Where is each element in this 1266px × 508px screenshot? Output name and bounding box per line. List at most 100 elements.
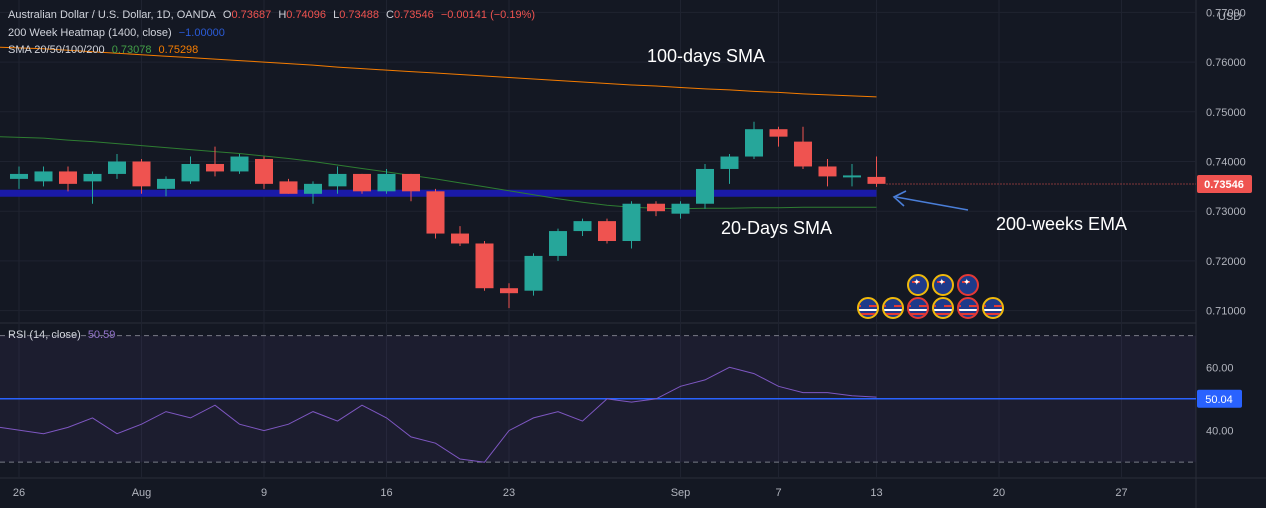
candle[interactable]	[206, 146, 224, 177]
candle-body	[59, 171, 77, 184]
time-axis-tick: 23	[503, 487, 515, 499]
sma-100-line[interactable]	[0, 46, 877, 98]
candle-body	[524, 255, 543, 291]
rsi-mid-label-bg	[1197, 389, 1242, 408]
candle[interactable]	[328, 166, 347, 194]
candle-body	[181, 163, 200, 182]
au-flag-icon[interactable]: ✦	[907, 274, 929, 296]
candle[interactable]	[402, 173, 420, 202]
ohlc-low: L0.73488	[333, 9, 379, 21]
candle[interactable]	[696, 163, 714, 209]
candle[interactable]	[671, 201, 690, 219]
candle-body	[132, 161, 151, 187]
candle-body	[34, 171, 53, 182]
time-axis-tick: 20	[993, 487, 1005, 499]
time-axis-tick: Aug	[132, 487, 152, 499]
candle[interactable]	[181, 156, 200, 184]
candle[interactable]	[83, 171, 102, 204]
candle[interactable]	[10, 166, 28, 189]
candle[interactable]	[524, 253, 543, 296]
candle-body	[573, 221, 592, 232]
candle-body	[426, 191, 445, 234]
us-flag-icon[interactable]	[882, 297, 904, 319]
candle[interactable]	[549, 228, 567, 261]
last-price-label[interactable]: 0.73546	[1204, 179, 1244, 191]
candle[interactable]	[451, 226, 469, 246]
candle-body	[475, 243, 494, 289]
candle-body	[745, 129, 763, 157]
us-flag-icon[interactable]	[957, 297, 979, 319]
candle-body	[328, 173, 347, 187]
price-axis-tick: 0.71000	[1206, 306, 1246, 318]
price-axis-tick: 0.76000	[1206, 57, 1246, 69]
candle-body	[867, 176, 886, 184]
heatmap-label: 200 Week Heatmap (1400, close)	[8, 27, 172, 39]
candle[interactable]	[59, 166, 77, 192]
currency-label[interactable]: USD	[1218, 11, 1242, 23]
rsi-label: RSI (14, close)	[8, 329, 81, 341]
annotation-sma100: 100-days SMA	[647, 46, 766, 66]
candle[interactable]	[573, 218, 592, 237]
candle[interactable]	[230, 154, 249, 174]
candle-body	[206, 163, 224, 172]
candle-body	[598, 221, 616, 242]
candle[interactable]	[843, 163, 861, 187]
rsi-line[interactable]	[0, 366, 877, 463]
sma-value-100: 0.75298	[158, 44, 199, 56]
candle-body	[671, 203, 690, 214]
candle-body	[108, 161, 126, 174]
annotation-ema200: 200-weeks EMA	[996, 214, 1128, 234]
candle[interactable]	[745, 121, 763, 160]
candle-body	[377, 173, 396, 192]
us-flag-icon[interactable]	[982, 297, 1004, 319]
candle[interactable]	[720, 154, 739, 184]
candle[interactable]	[500, 283, 518, 309]
candle-body	[500, 288, 518, 294]
candle[interactable]	[867, 156, 886, 187]
candle[interactable]	[157, 176, 175, 197]
candle[interactable]	[622, 201, 641, 249]
candle[interactable]	[794, 126, 812, 169]
candle-body	[647, 203, 665, 212]
ohlc-open: O0.73687	[222, 9, 272, 21]
candle[interactable]	[818, 159, 837, 187]
candle[interactable]	[647, 201, 665, 217]
candle[interactable]	[598, 218, 616, 244]
annotation-sma20: 20-Days SMA	[721, 218, 833, 238]
price-axis-tick: 0.75000	[1206, 107, 1246, 119]
candle[interactable]	[255, 156, 273, 189]
candle-body	[279, 181, 298, 194]
us-flag-icon[interactable]	[907, 297, 929, 319]
candle[interactable]	[769, 126, 788, 147]
ohlc-close: C0.73546	[386, 9, 434, 21]
candle[interactable]	[34, 166, 53, 187]
candle[interactable]	[377, 168, 396, 194]
us-flag-icon[interactable]	[857, 297, 879, 319]
candle[interactable]	[279, 178, 298, 194]
us-flag-icon[interactable]	[932, 297, 954, 319]
time-axis-tick: 9	[261, 487, 267, 499]
legend-heatmap[interactable]: 200 Week Heatmap (1400, close) −1.00000	[8, 27, 229, 40]
au-flag-icon[interactable]: ✦	[957, 274, 979, 296]
price-axis-tick: 0.72000	[1206, 256, 1246, 268]
candle-body	[622, 203, 641, 242]
au-flag-icon[interactable]: ✦	[932, 274, 954, 296]
candle-body	[769, 129, 788, 137]
candle[interactable]	[108, 154, 126, 179]
candle[interactable]	[132, 159, 151, 194]
annotation-arrow-icon	[895, 196, 969, 211]
candle[interactable]	[426, 188, 445, 239]
candle[interactable]	[475, 241, 494, 291]
legend-main: Australian Dollar / U.S. Dollar, 1D, OAN…	[8, 9, 539, 22]
ohlc-change: −0.00141 (−0.19%)	[440, 9, 536, 21]
legend-rsi[interactable]: RSI (14, close) 50.59	[8, 329, 119, 342]
rsi-axis-tick: 60.00	[1206, 362, 1234, 374]
last-price-label-bg[interactable]	[1197, 175, 1252, 194]
price-axis-tick: 0.74000	[1206, 157, 1246, 169]
legend-sma[interactable]: SMA 20/50/100/200 0.73078 0.75298	[8, 44, 202, 57]
sma-20-line[interactable]	[0, 136, 877, 210]
candle[interactable]	[304, 181, 322, 204]
candle[interactable]	[353, 173, 371, 194]
candle-body	[696, 168, 714, 204]
